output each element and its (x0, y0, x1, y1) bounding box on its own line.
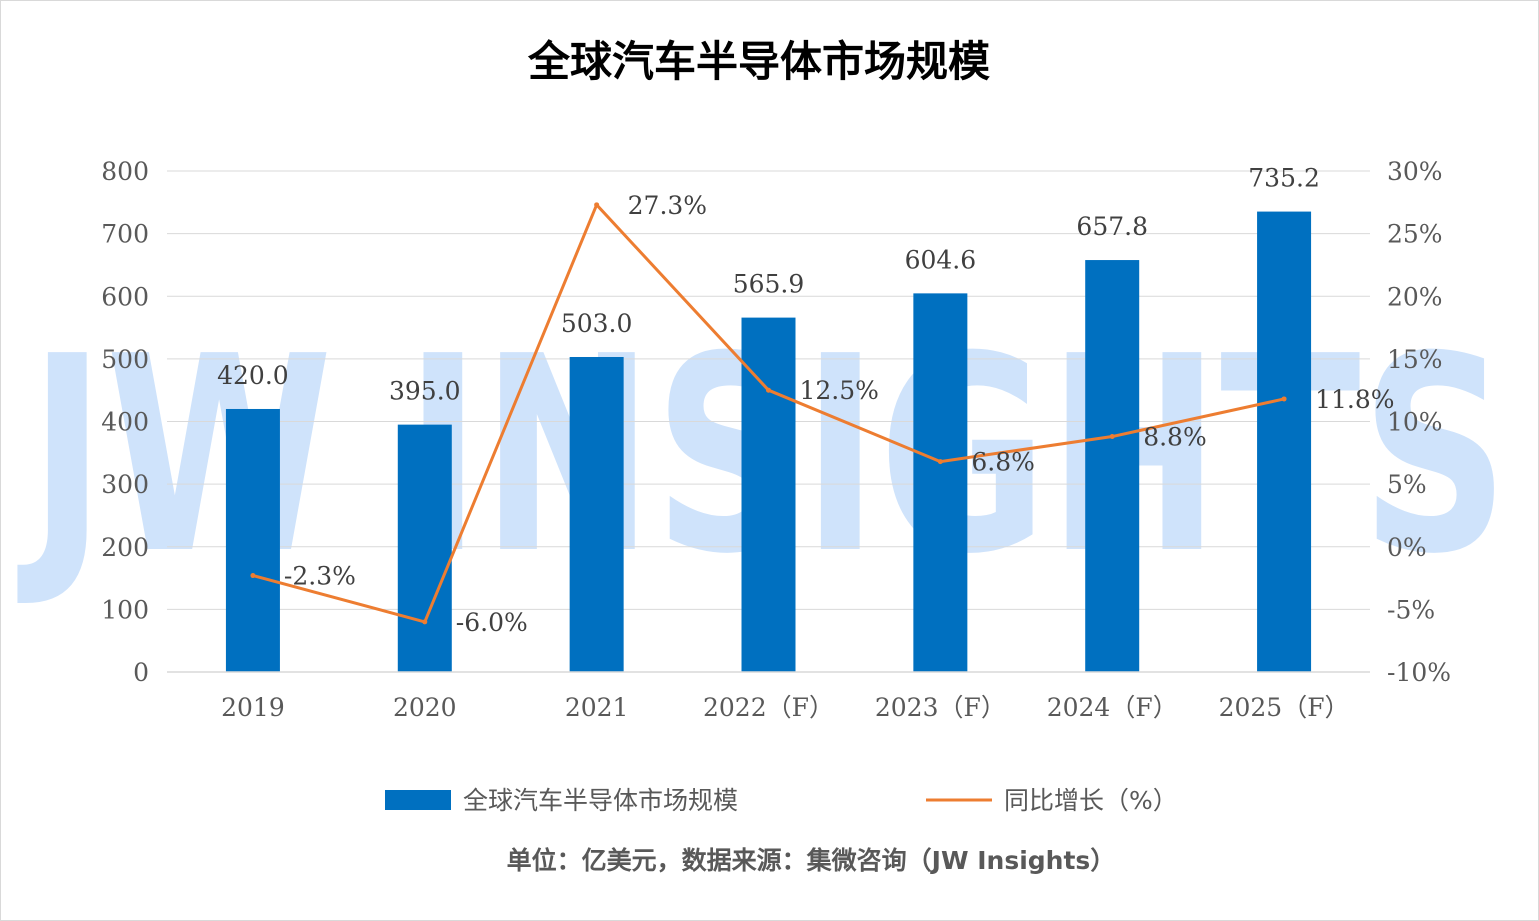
y-right-tick-label: 30% (1387, 157, 1443, 186)
line-point (250, 573, 256, 579)
bar (569, 356, 624, 672)
bar-data-label: 395.0 (389, 377, 461, 406)
y-right-tick-label: 25% (1387, 220, 1443, 249)
y-right-tick-label: 20% (1387, 282, 1443, 311)
bar (1085, 260, 1140, 672)
y-right-tick-label: -5% (1387, 595, 1435, 624)
line-data-label: 8.8% (1143, 423, 1207, 452)
bar-data-label: 735.2 (1248, 164, 1320, 193)
line-data-label: 11.8% (1315, 385, 1394, 414)
legend-line-label: 同比增长（%） (1004, 786, 1178, 815)
y-right-tick-label: 10% (1387, 408, 1443, 437)
line-point (766, 387, 771, 393)
x-tick-label: 2021 (565, 693, 629, 722)
data-labels: 420.0 395.0 503.0 565.9 604.6 657.8 735.2 -2.3%… (217, 164, 1394, 637)
x-tick-label: 2019 (221, 693, 285, 722)
line-data-label: -6.0% (456, 608, 528, 637)
bar (397, 424, 452, 672)
line-data-label: 6.8% (971, 448, 1035, 477)
bar-data-label: 420.0 (217, 361, 289, 390)
source-note: 单位：亿美元，数据来源：集微咨询（JW Insights） (507, 846, 1116, 875)
bar-data-label: 503.0 (561, 309, 633, 338)
line-point (937, 459, 943, 465)
bar (913, 293, 968, 672)
x-tick-label: 2024（F） (1047, 693, 1178, 722)
y-left-tick-label: 700 (101, 220, 149, 249)
bar-data-label: 657.8 (1076, 212, 1148, 241)
line-point (594, 202, 600, 208)
y-left-tick-label: 800 (101, 157, 149, 186)
line-data-label: 12.5% (800, 376, 879, 405)
bar (741, 317, 796, 672)
y-left-tick-label: 0 (133, 658, 149, 687)
bar-data-label: 604.6 (905, 245, 977, 274)
chart-title: 全球汽车半导体市场规模 (527, 37, 990, 86)
legend-bar-swatch (385, 790, 451, 810)
y-left-tick-label: 300 (101, 470, 149, 499)
y-right-tick-label: 15% (1387, 345, 1443, 374)
y-left-tick-label: 600 (101, 282, 149, 311)
bar-data-label: 565.9 (733, 270, 805, 299)
y-left-tick-label: 500 (101, 345, 149, 374)
x-tick-label: 2020 (393, 693, 457, 722)
line-series (250, 202, 1287, 625)
y-left-tick-label: 200 (101, 533, 149, 562)
y-left-tick-label: 100 (101, 595, 149, 624)
bar (1257, 211, 1312, 672)
x-tick-label: 2025（F） (1219, 693, 1350, 722)
y-left-tick-label: 400 (101, 408, 149, 437)
legend-bar-label: 全球汽车半导体市场规模 (463, 786, 738, 815)
y-right-tick-label: 5% (1387, 470, 1427, 499)
y-right-tick-label: -10% (1387, 658, 1451, 687)
line-point (1109, 434, 1115, 440)
x-tick-label: 2023（F） (875, 693, 1006, 722)
legend: 全球汽车半导体市场规模 同比增长（%） (385, 786, 1178, 815)
bar (225, 408, 280, 672)
y-right-tick-label: 0% (1387, 533, 1427, 562)
bar-series (225, 211, 1312, 672)
x-tick-label: 2022（F） (703, 693, 834, 722)
line-point (422, 619, 428, 625)
line-data-label: -2.3% (284, 562, 356, 591)
line-point (1281, 396, 1287, 402)
axes: 0100200300400500600700800-10%-5%0%5%10%1… (101, 157, 1451, 722)
line-data-label: 27.3% (628, 191, 707, 220)
